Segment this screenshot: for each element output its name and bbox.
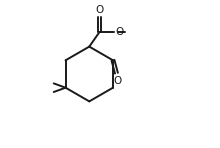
Text: O: O xyxy=(113,76,121,86)
Text: O: O xyxy=(115,27,123,37)
Text: O: O xyxy=(95,5,104,16)
